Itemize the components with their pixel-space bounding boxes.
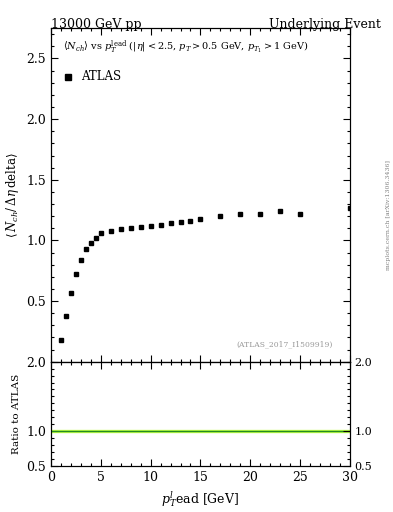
Y-axis label: $\langle\,N_{ch}/\,\Delta\eta\,\mathrm{delta}\rangle$: $\langle\,N_{ch}/\,\Delta\eta\,\mathrm{d… [4,152,21,238]
Text: (ATLAS_2017_I1509919): (ATLAS_2017_I1509919) [236,340,332,348]
Text: 13000 GeV pp: 13000 GeV pp [51,18,142,31]
Text: mcplots.cern.ch [arXiv:1306.3436]: mcplots.cern.ch [arXiv:1306.3436] [386,160,391,270]
Text: $\langle N_{ch}\rangle$ vs $p_T^{\mathrm{lead}}$ ($|\eta|<2.5$, $p_T>0.5$ GeV, $: $\langle N_{ch}\rangle$ vs $p_T^{\mathrm… [63,38,308,55]
Y-axis label: Ratio to ATLAS: Ratio to ATLAS [12,374,21,454]
Text: Underlying Event: Underlying Event [269,18,381,31]
X-axis label: $p_T^l\mathrm{ead}$ [GeV]: $p_T^l\mathrm{ead}$ [GeV] [162,489,239,509]
Text: ATLAS: ATLAS [81,70,121,83]
